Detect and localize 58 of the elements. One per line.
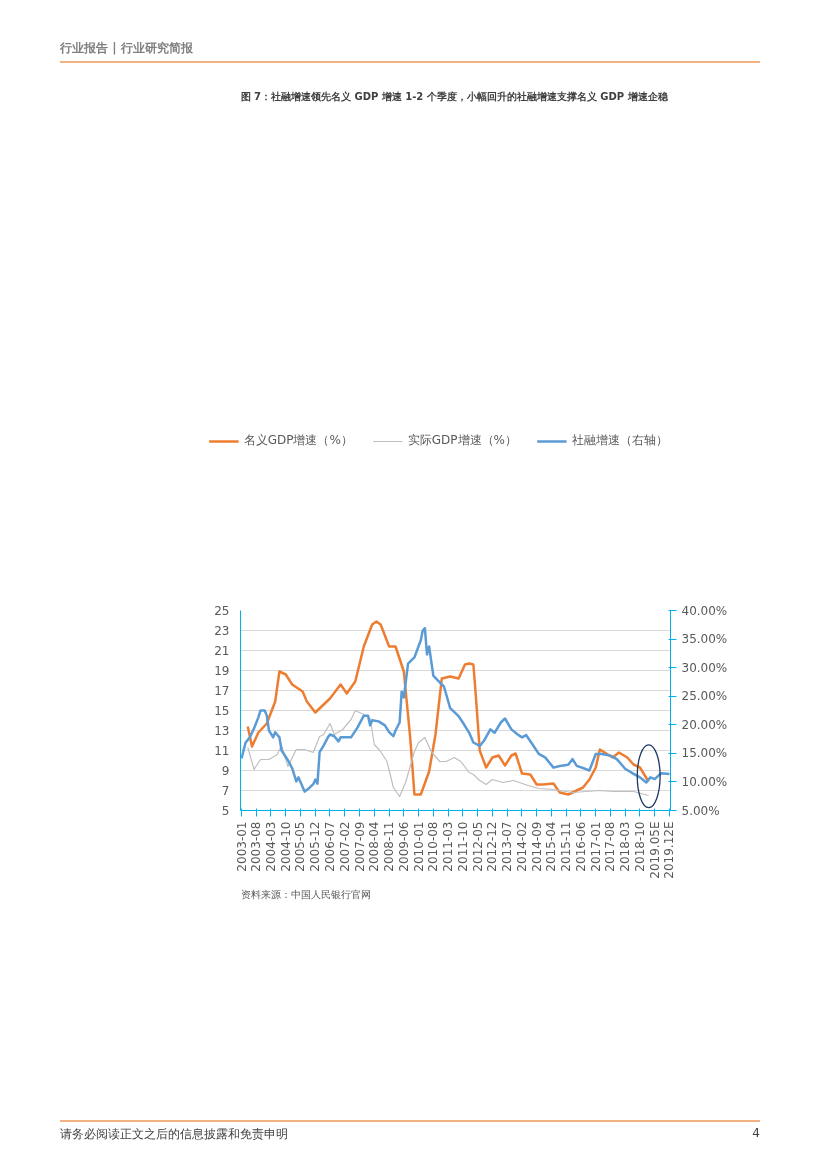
x-tick-label: 2016-06 [573, 821, 588, 872]
y-tick-label: 9 [221, 764, 230, 778]
x-tick-label: 2014-09 [529, 821, 544, 872]
text: 4 [752, 1126, 760, 1140]
y2-tick-label: 10.00% [681, 774, 728, 789]
x-tick-label: 2012-05 [470, 821, 485, 872]
x-tick-label: 2003-01 [234, 821, 249, 872]
y2-tick-label: 35.00% [681, 632, 728, 647]
x-tick-label: 2015-04 [544, 821, 559, 872]
x-tick-label: 2019.12E [662, 821, 677, 879]
x-tick-label: 2007-02 [337, 821, 352, 872]
x-tick-label: 2010-01 [411, 821, 426, 872]
y-tick-label: 7 [221, 784, 230, 798]
chart-title: 图 7：社融增速领先名义 GDP 增速 1-2 个季度，小幅回升的社融增速支撑名义 GDP 增速企稳 [240, 90, 669, 102]
x-tick-label: 2010-08 [426, 821, 441, 872]
x-tick-label: 2013-07 [500, 821, 515, 872]
x-tick-label: 2011-03 [441, 821, 456, 872]
y2-tick-label: 40.00% [681, 603, 728, 618]
y-tick-label: 15 [214, 704, 230, 718]
x-tick-label: 2009-06 [396, 821, 411, 872]
x-tick-label: 2008-04 [367, 821, 382, 872]
text: 请务必阅读正文之后的信息披露和免责申明 [60, 1127, 288, 1141]
x-tick-label: 2017-08 [603, 821, 618, 872]
y-tick-label: 13 [214, 724, 230, 738]
x-tick-label: 2008-11 [382, 821, 397, 872]
x-tick-label: 2004-10 [278, 821, 293, 872]
y2-tick-label: 20.00% [681, 717, 728, 732]
line-series [247, 709, 650, 798]
y2-tick-label: 30.00% [681, 660, 728, 675]
x-tick-label: 2003-08 [249, 821, 264, 872]
x-tick-label: 2011-10 [455, 821, 470, 872]
x-tick-label: 2017-01 [588, 821, 603, 872]
x-tick-label: 2004-03 [263, 821, 278, 872]
y2-tick-label: 5.00% [681, 803, 720, 818]
y2-tick-label: 25.00% [681, 689, 728, 704]
x-tick-label: 2005-05 [293, 821, 308, 872]
y-tick-label: 5 [221, 804, 230, 818]
x-tick-label: 2019.05E [647, 821, 662, 879]
x-tick-label: 2005-12 [308, 821, 323, 872]
y-tick-label: 21 [214, 644, 230, 658]
x-tick-label: 2014-02 [514, 821, 529, 872]
x-tick-label: 2006-07 [322, 821, 337, 872]
text: 资料来源：中国人民银行官网 [240, 888, 371, 900]
y-tick-label: 19 [214, 664, 230, 678]
y-tick-label: 23 [214, 624, 230, 638]
x-tick-label: 2012-12 [485, 821, 500, 872]
y-tick-label: 25 [214, 604, 230, 618]
x-tick-label: 2015-11 [559, 821, 574, 872]
x-tick-label: 2018-03 [618, 821, 633, 872]
legend-label: 名义GDP增速（%） [243, 432, 353, 450]
y-tick-label: 17 [214, 684, 230, 698]
y-tick-label: 11 [214, 744, 230, 758]
x-tick-label: 2007-09 [352, 821, 367, 872]
x-tick-label: 2018-10 [632, 821, 647, 872]
legend-label: 实际GDP增速（%） [407, 432, 517, 450]
y2-tick-label: 15.00% [681, 746, 728, 761]
text: 行业报告 | 行业研究简报 [60, 40, 760, 63]
legend-label: 社融增速（右轴） [572, 432, 668, 450]
